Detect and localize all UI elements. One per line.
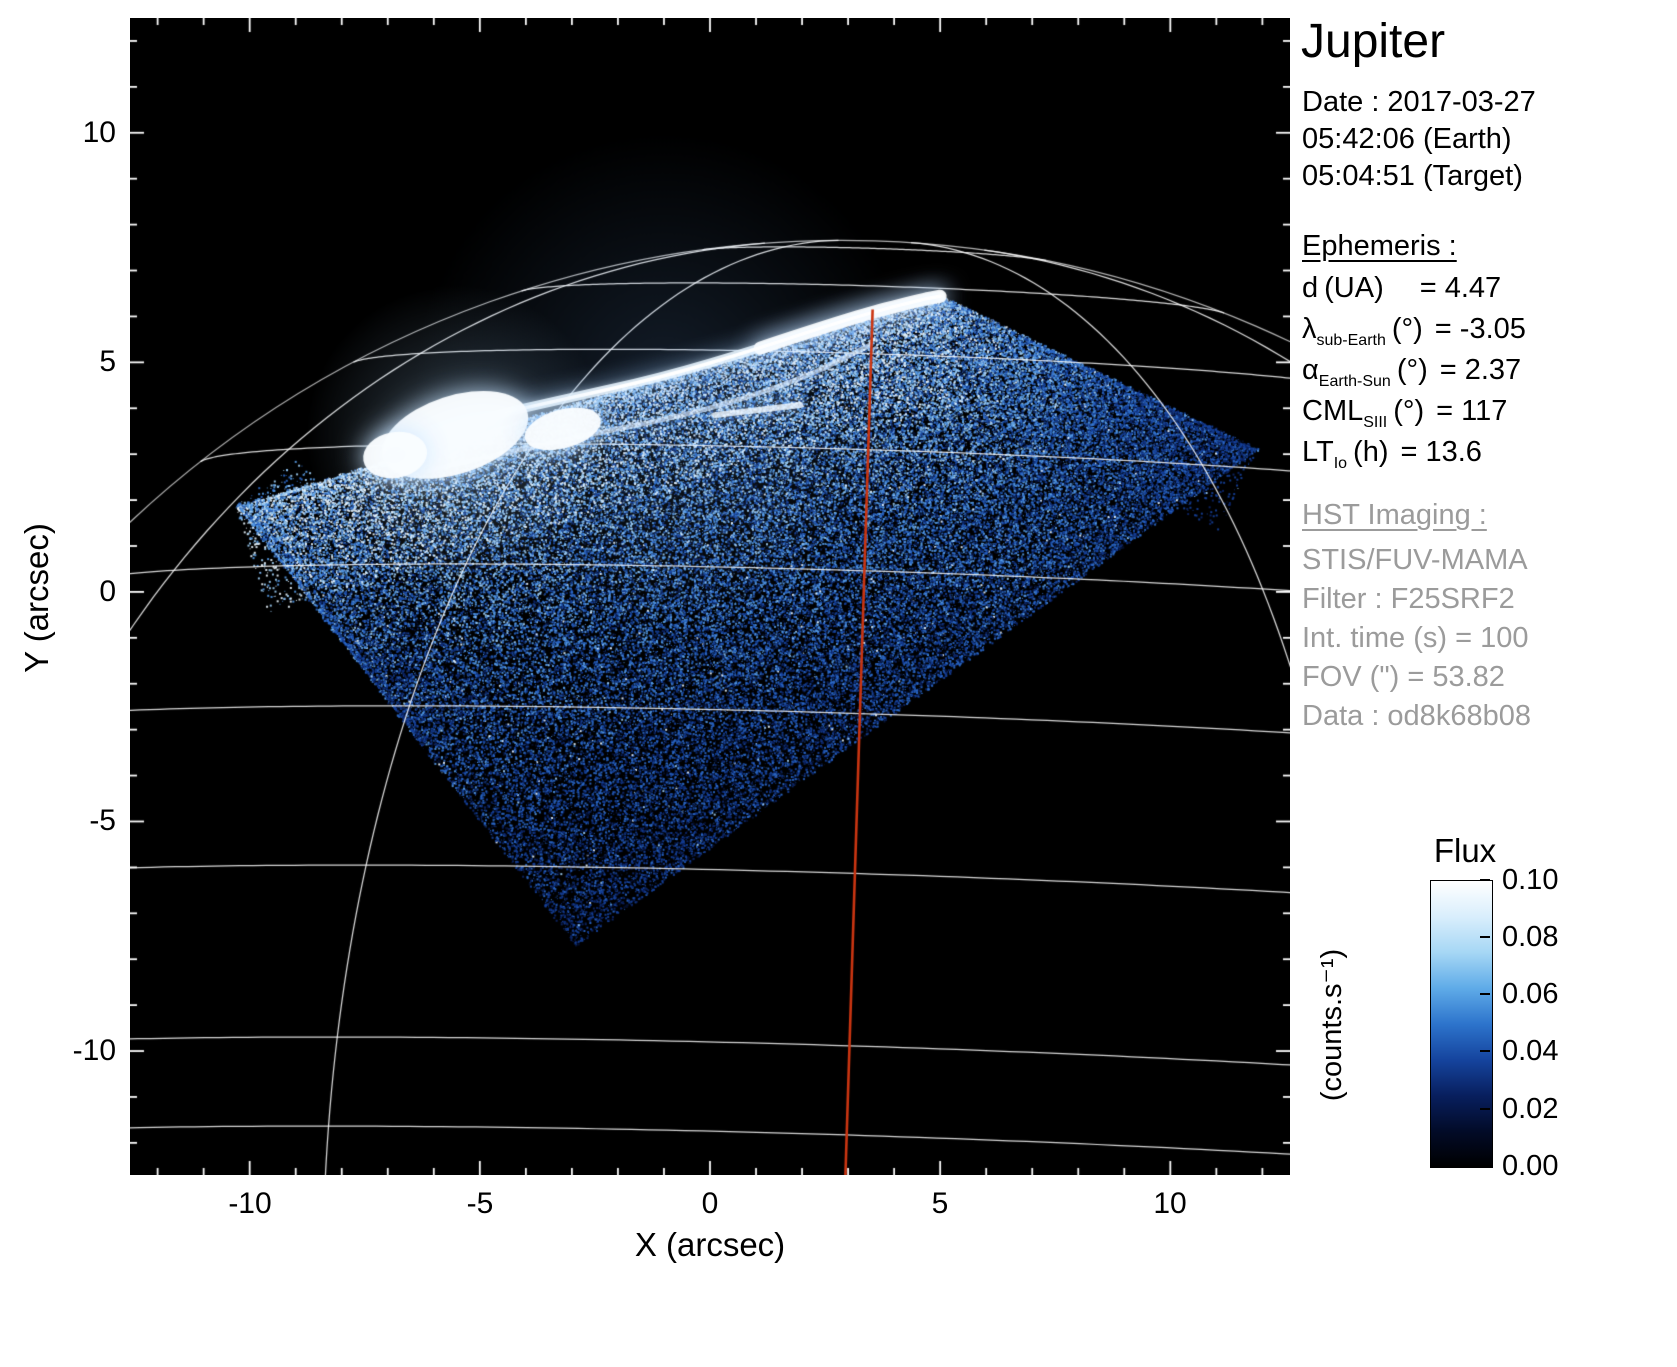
ephemeris-symbol: λ — [1302, 313, 1317, 345]
ephemeris-value: = -3.05 — [1435, 313, 1526, 345]
ephemeris-subscript: Io — [1334, 455, 1347, 472]
time-earth-label: 05:42:06 (Earth) — [1302, 121, 1536, 158]
ephemeris-value: = 117 — [1436, 395, 1507, 427]
ephemeris-subscript: SIII — [1363, 414, 1387, 431]
aurora-image — [130, 18, 1290, 1175]
y-tick-label: 5 — [20, 344, 116, 380]
colorbar-tick-mark — [1480, 936, 1490, 938]
ephemeris-value: = 4.47 — [1420, 272, 1501, 304]
colorbar-tick-label: 0.10 — [1502, 863, 1602, 897]
hst-filter-line: Filter : F25SRF2 — [1302, 580, 1531, 619]
ephemeris-unit: (°) — [1397, 354, 1428, 386]
y-tick-label: -5 — [20, 803, 116, 839]
ephemeris-subscript: Earth-Sun — [1319, 373, 1391, 390]
hst-imaging-block: HST Imaging : STIS/FUV-MAMA Filter : F25… — [1302, 496, 1531, 736]
ephemeris-unit: (UA) — [1324, 272, 1384, 304]
ephemeris-row-phase-angle: αEarth-Sun (°) = 2.37 — [1302, 350, 1526, 391]
colorbar-tick-label: 0.04 — [1502, 1034, 1602, 1068]
ephemeris-unit: (°) — [1392, 313, 1423, 345]
flux-colorbar — [1430, 880, 1493, 1168]
colorbar-tick-label: 0.08 — [1502, 920, 1602, 954]
x-tick-label: 10 — [1120, 1186, 1220, 1222]
colorbar-tick-label: 0.02 — [1502, 1092, 1602, 1126]
hst-inttime-line: Int. time (s) = 100 — [1302, 619, 1531, 658]
ephemeris-row-cml: CMLSIII (°) = 117 — [1302, 391, 1526, 432]
observation-datetime: Date : 2017-03-27 05:42:06 (Earth) 05:04… — [1302, 84, 1536, 195]
y-tick-label: 10 — [20, 115, 116, 151]
ephemeris-symbol: LT — [1302, 436, 1334, 468]
ephemeris-row-io-localtime: LTIo (h) = 13.6 — [1302, 432, 1526, 473]
figure-page: 10 5 0 -5 -10 -10 -5 0 5 10 X (arcsec) Y… — [0, 0, 1677, 1367]
colorbar-tick-mark — [1480, 1165, 1490, 1167]
hst-fov-line: FOV (") = 53.82 — [1302, 658, 1531, 697]
ephemeris-row-distance: d (UA) = 4.47 — [1302, 268, 1526, 309]
y-axis-title: Y (arcsec) — [18, 448, 58, 748]
date-label: Date : 2017-03-27 — [1302, 84, 1536, 121]
x-tick-label: 0 — [660, 1186, 760, 1222]
hst-instrument-line: STIS/FUV-MAMA — [1302, 541, 1531, 580]
colorbar-unit-label: (counts.s⁻¹) — [1314, 890, 1348, 1160]
x-tick-label: 5 — [890, 1186, 990, 1222]
x-tick-label: -5 — [430, 1186, 530, 1222]
colorbar-tick-mark — [1480, 1108, 1490, 1110]
ephemeris-unit: (h) — [1353, 436, 1388, 468]
hst-dataset-line: Data : od8k68b08 — [1302, 697, 1531, 736]
x-axis-title: X (arcsec) — [560, 1226, 860, 1264]
colorbar-tick-mark — [1480, 879, 1490, 881]
hst-imaging-heading: HST Imaging : — [1302, 496, 1531, 535]
colorbar-tick-label: 0.00 — [1502, 1149, 1602, 1183]
colorbar-tick-mark — [1480, 993, 1490, 995]
ephemeris-value: = 2.37 — [1440, 354, 1521, 386]
x-tick-label: -10 — [200, 1186, 300, 1222]
ephemeris-row-subearth-lat: λsub-Earth (°) = -3.05 — [1302, 309, 1526, 350]
ephemeris-symbol: d — [1302, 272, 1318, 304]
ephemeris-symbol: α — [1302, 354, 1319, 386]
colorbar-tick-label: 0.06 — [1502, 977, 1602, 1011]
ephemeris-symbol: CML — [1302, 395, 1363, 427]
ephemeris-heading: Ephemeris : — [1302, 230, 1457, 263]
colorbar-tick-mark — [1480, 1050, 1490, 1052]
y-tick-label: -10 — [20, 1033, 116, 1069]
ephemeris-unit: (°) — [1393, 395, 1424, 427]
ephemeris-subscript: sub-Earth — [1317, 332, 1386, 349]
target-title: Jupiter — [1301, 14, 1445, 69]
ephemeris-block: d (UA) = 4.47 λsub-Earth (°) = -3.05 αEarth-… — [1302, 268, 1526, 473]
plot-area — [130, 18, 1290, 1175]
time-target-label: 05:04:51 (Target) — [1302, 158, 1536, 195]
ephemeris-value: = 13.6 — [1401, 436, 1482, 468]
